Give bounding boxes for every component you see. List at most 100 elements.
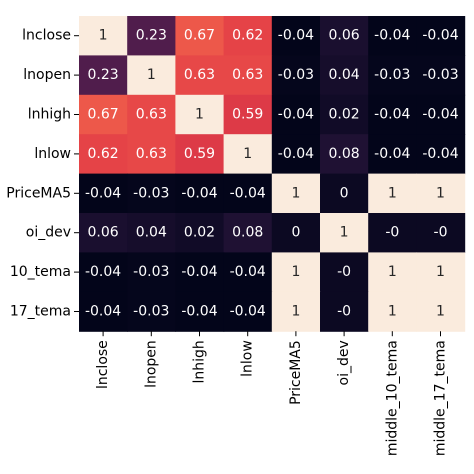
heatmap-cell bbox=[416, 173, 466, 214]
heatmap-cell bbox=[127, 16, 176, 56]
cell-value-label: -0 bbox=[385, 225, 399, 241]
cell-value-label: 0.06 bbox=[329, 28, 360, 44]
cell-value-label: -0.04 bbox=[374, 28, 410, 44]
cell-value-label: -0.04 bbox=[422, 107, 458, 123]
cell-value-label: 0.62 bbox=[88, 146, 119, 162]
cell-value-label: -0.03 bbox=[133, 264, 169, 280]
heatmap-cell bbox=[368, 291, 417, 332]
cell-value-label: -0.04 bbox=[230, 185, 266, 201]
cell-value-label: 1 bbox=[436, 264, 445, 280]
heatmap-cell bbox=[223, 173, 273, 214]
heatmap-cell bbox=[79, 291, 128, 332]
x-tick-label: middle_17_tema bbox=[433, 340, 449, 456]
cell-value-label: 1 bbox=[340, 225, 349, 241]
heatmap-cell bbox=[368, 252, 417, 293]
cell-value-label: 0.59 bbox=[232, 107, 263, 123]
heatmap-cell bbox=[175, 173, 225, 214]
cell-value-label: 1 bbox=[388, 304, 397, 320]
heatmap-cell bbox=[175, 213, 225, 253]
x-tick-label: lnlow bbox=[240, 340, 256, 377]
cell-value-label: 1 bbox=[99, 28, 108, 44]
cell-value-label: 1 bbox=[147, 67, 156, 83]
heatmap-cell bbox=[79, 173, 128, 214]
cell-value-label: -0.03 bbox=[374, 67, 410, 83]
heatmap-cell bbox=[320, 94, 369, 135]
cell-value-label: -0.03 bbox=[133, 185, 169, 201]
heatmap-cell bbox=[79, 16, 128, 56]
x-tick-labels: lnclose lnopen lnhigh lnlow PriceMA5 oi_dev mi… bbox=[95, 331, 449, 456]
cell-value-label: 1 bbox=[291, 304, 300, 320]
cell-value-label: -0 bbox=[337, 264, 351, 280]
cell-value-label: 1 bbox=[388, 185, 397, 201]
cell-value-label: 0.02 bbox=[329, 107, 360, 123]
heatmap-cell bbox=[271, 134, 321, 175]
heatmap-cell bbox=[368, 213, 417, 253]
cell-value-label: 1 bbox=[243, 146, 252, 162]
heatmap-cell bbox=[416, 94, 466, 135]
heatmap-cell bbox=[416, 291, 466, 332]
cell-value-label: -0.04 bbox=[374, 146, 410, 162]
cell-value-label: 0.67 bbox=[184, 28, 215, 44]
heatmap-cell bbox=[175, 16, 225, 56]
heatmap-cell bbox=[320, 173, 369, 214]
cell-value-label: -0.04 bbox=[181, 185, 217, 201]
heatmap-cell bbox=[416, 252, 466, 293]
cell-value-label: 1 bbox=[436, 304, 445, 320]
x-tick-label: lnclose bbox=[95, 340, 111, 389]
x-tick-label: lnhigh bbox=[192, 340, 208, 383]
heatmap-cell bbox=[127, 55, 176, 96]
y-tick-label: oi_dev bbox=[26, 225, 71, 241]
cell-value-label: 0 bbox=[340, 185, 349, 201]
heatmap-cell bbox=[223, 213, 273, 253]
cell-value-label: 0 bbox=[291, 225, 300, 241]
y-tick-label: lnclose bbox=[22, 28, 71, 44]
x-tick-label: lnopen bbox=[143, 340, 159, 388]
x-tick-label: middle_10_tema bbox=[384, 340, 400, 456]
cell-value-label: 0.63 bbox=[136, 146, 167, 162]
cell-value-label: -0.04 bbox=[278, 28, 314, 44]
cell-value-label: 0.23 bbox=[88, 67, 119, 83]
heatmap-cell bbox=[175, 134, 225, 175]
heatmap-cell bbox=[271, 291, 321, 332]
heatmap-cell bbox=[79, 252, 128, 293]
y-tick-labels: lnclose lnopen lnhigh lnlow PriceMA5 oi_dev 10… bbox=[6, 28, 79, 320]
cell-value-label: -0.03 bbox=[422, 67, 458, 83]
cell-value-label: 0.02 bbox=[184, 225, 215, 241]
heatmap-cell bbox=[271, 55, 321, 96]
cell-value-label: -0 bbox=[337, 304, 351, 320]
heatmap-cell bbox=[223, 252, 273, 293]
cell-value-label: 0.62 bbox=[232, 28, 263, 44]
cell-value-label: -0.04 bbox=[85, 304, 121, 320]
heatmap-cell bbox=[416, 55, 466, 96]
heatmap-cell bbox=[368, 134, 417, 175]
heatmap-cell bbox=[271, 252, 321, 293]
x-tick-label: PriceMA5 bbox=[288, 340, 304, 405]
heatmap-cell bbox=[79, 134, 128, 175]
heatmap-cell bbox=[79, 55, 128, 96]
heatmap-cell bbox=[368, 94, 417, 135]
heatmap-cell bbox=[223, 55, 273, 96]
cell-value-label: 0.04 bbox=[136, 225, 167, 241]
cell-value-label: 1 bbox=[291, 185, 300, 201]
cell-value-label: -0.04 bbox=[85, 264, 121, 280]
y-tick-label: 17_tema bbox=[10, 304, 71, 320]
x-tick-label: oi_dev bbox=[336, 340, 352, 385]
heatmap-cell bbox=[271, 213, 321, 253]
y-tick-label: lnhigh bbox=[28, 107, 71, 123]
y-tick-label: lnopen bbox=[23, 67, 71, 83]
cell-value-label: -0.04 bbox=[278, 107, 314, 123]
cell-value-label: 0.63 bbox=[184, 67, 215, 83]
cell-value-label: -0.04 bbox=[278, 146, 314, 162]
cell-value-label: -0.04 bbox=[181, 264, 217, 280]
heatmap-cell bbox=[320, 16, 369, 56]
heatmap-cell bbox=[271, 94, 321, 135]
heatmap-cell bbox=[79, 94, 128, 135]
cell-value-label: 1 bbox=[291, 264, 300, 280]
heatmap-cell bbox=[320, 291, 369, 332]
cell-value-label: 1 bbox=[436, 185, 445, 201]
heatmap-cell bbox=[127, 291, 176, 332]
heatmap-cell bbox=[271, 173, 321, 214]
heatmap-cell bbox=[175, 252, 225, 293]
heatmap-cell bbox=[175, 94, 225, 135]
